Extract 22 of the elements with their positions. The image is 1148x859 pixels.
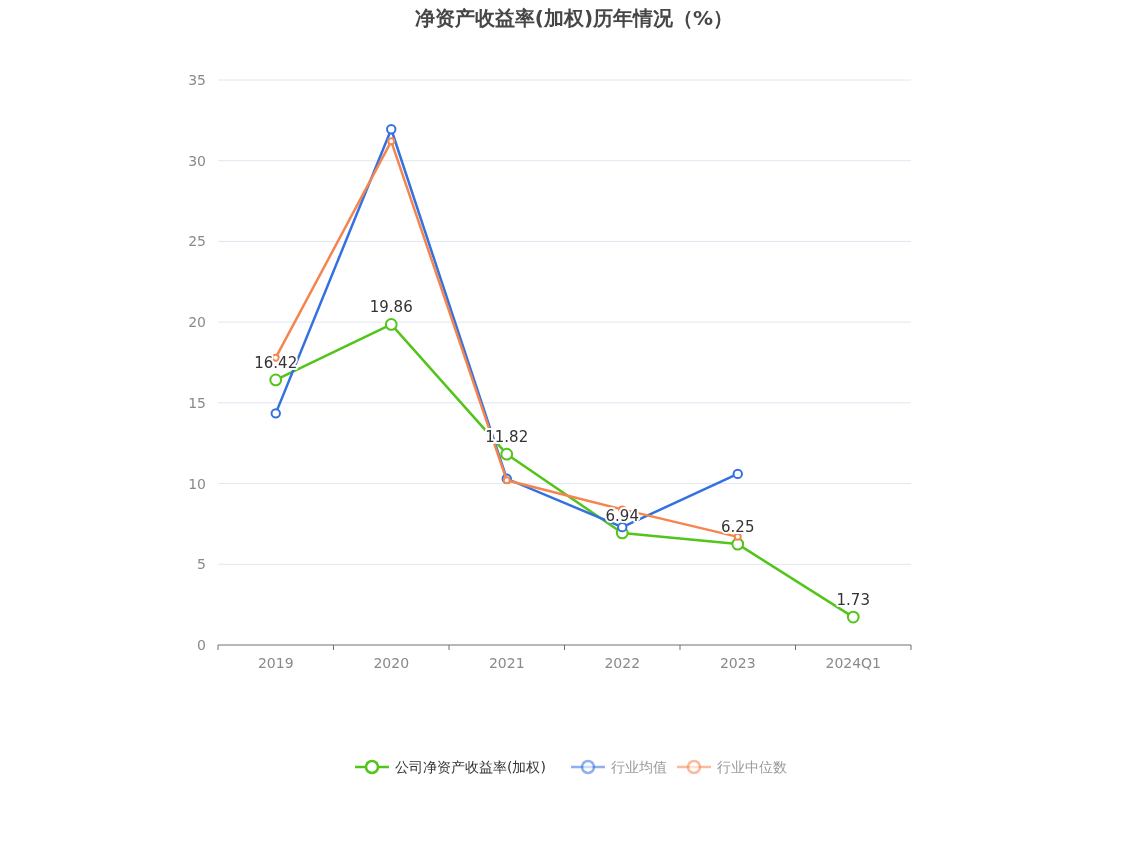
- y-tick-label: 0: [197, 637, 206, 653]
- legend-label: 公司净资产收益率(加权): [395, 759, 546, 775]
- chart-title: 净资产收益率(加权)历年情况（%）: [414, 6, 734, 30]
- data-label: 19.86: [369, 298, 413, 317]
- y-tick-label: 5: [197, 556, 206, 573]
- y-tick-label: 30: [188, 152, 206, 169]
- y-tick-label: 20: [188, 314, 206, 331]
- x-tick-label: 2024Q1: [825, 655, 882, 671]
- x-tick-label: 2022: [604, 655, 641, 671]
- data-label: 1.73: [836, 591, 870, 610]
- x-tick-label: 2023: [719, 655, 756, 671]
- x-tick-label: 2020: [373, 655, 410, 671]
- x-tick-label: 2019: [257, 655, 294, 671]
- x-tick-label: 2021: [488, 655, 525, 671]
- data-label: 6.94: [605, 506, 639, 525]
- data-label: 6.25: [721, 518, 755, 537]
- y-tick-label: 15: [188, 394, 206, 411]
- legend-label: 行业中位数: [717, 759, 787, 775]
- y-tick-label: 35: [188, 72, 206, 88]
- y-tick-label: 25: [188, 233, 206, 250]
- y-tick-label: 10: [188, 475, 206, 492]
- legend-label: 行业均值: [611, 759, 667, 775]
